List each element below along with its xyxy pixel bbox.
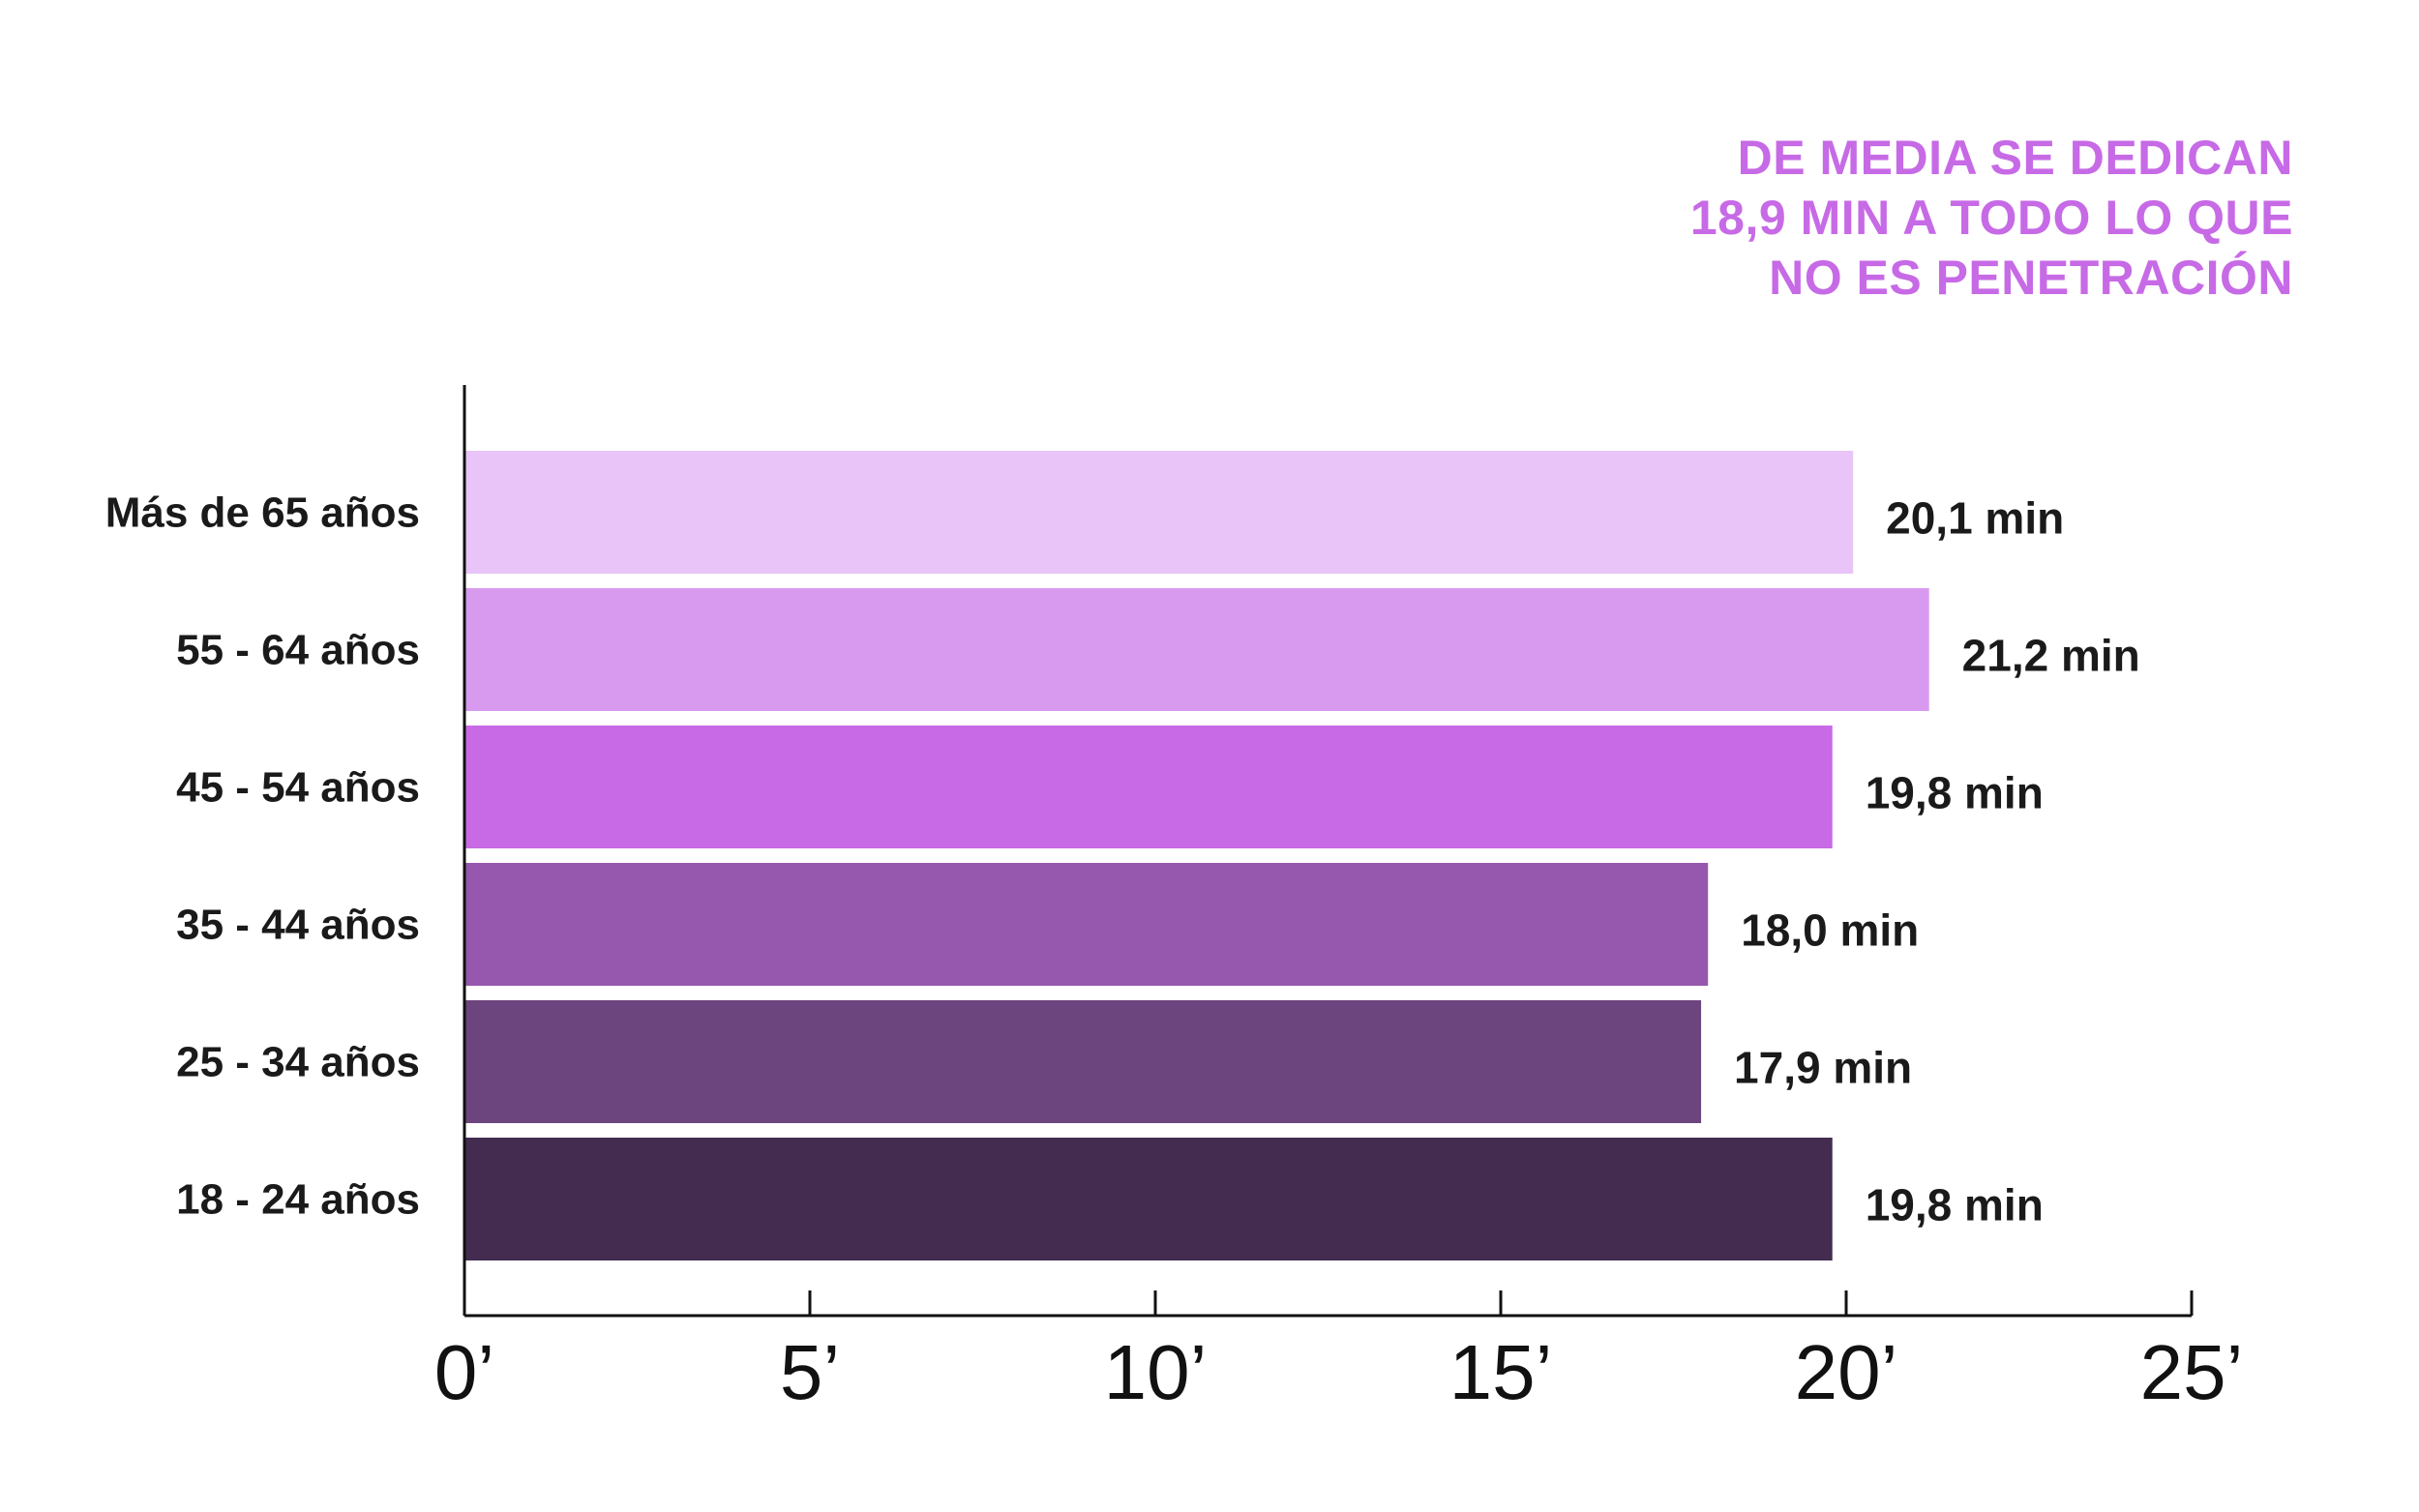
bars-layer — [464, 451, 1929, 1260]
x-tick-label: 15’ — [1449, 1329, 1553, 1415]
category-label: 45 - 54 años — [176, 764, 420, 812]
value-label: 19,8 min — [1866, 768, 2044, 818]
x-tick-label: 0’ — [434, 1329, 494, 1415]
category-label: 18 - 24 años — [176, 1176, 420, 1224]
bar-5 — [464, 1000, 1702, 1123]
value-label: 19,8 min — [1866, 1180, 2044, 1230]
value-label: 20,1 min — [1886, 493, 2064, 544]
category-label: 25 - 34 años — [176, 1039, 420, 1086]
value-label: 21,2 min — [1962, 631, 2140, 681]
category-label: 35 - 44 años — [176, 902, 420, 949]
value-label: 17,9 min — [1734, 1043, 1912, 1093]
category-label: 55 - 64 años — [176, 627, 420, 674]
x-tick-label: 10’ — [1104, 1329, 1208, 1415]
x-tick-label: 5’ — [780, 1329, 840, 1415]
headline-line-3: NO ES PENETRACIÓN — [1769, 251, 2293, 305]
headline-line-2: 18,9 MIN A TODO LO QUE — [1689, 191, 2293, 245]
chart-headline: DE MEDIA SE DEDICAN 18,9 MIN A TODO LO Q… — [1422, 128, 2293, 308]
axis-layer: 0’ 5’ 10’ 15’ 20’ 25’ — [434, 385, 2244, 1415]
bar-1 — [464, 451, 1854, 574]
bar-3 — [464, 726, 1833, 848]
x-tick-label: 25’ — [2140, 1329, 2244, 1415]
labels-layer: Más de 65 años 20,1 min 55 - 64 años 21,2 m… — [105, 489, 2140, 1230]
headline-line-1: DE MEDIA SE DEDICAN — [1737, 131, 2293, 185]
category-label: Más de 65 años — [105, 489, 420, 537]
bar-6 — [464, 1138, 1833, 1260]
value-label: 18,0 min — [1741, 905, 1919, 956]
bar-4 — [464, 863, 1709, 986]
bar-2 — [464, 588, 1929, 711]
x-tick-label: 20’ — [1795, 1329, 1898, 1415]
